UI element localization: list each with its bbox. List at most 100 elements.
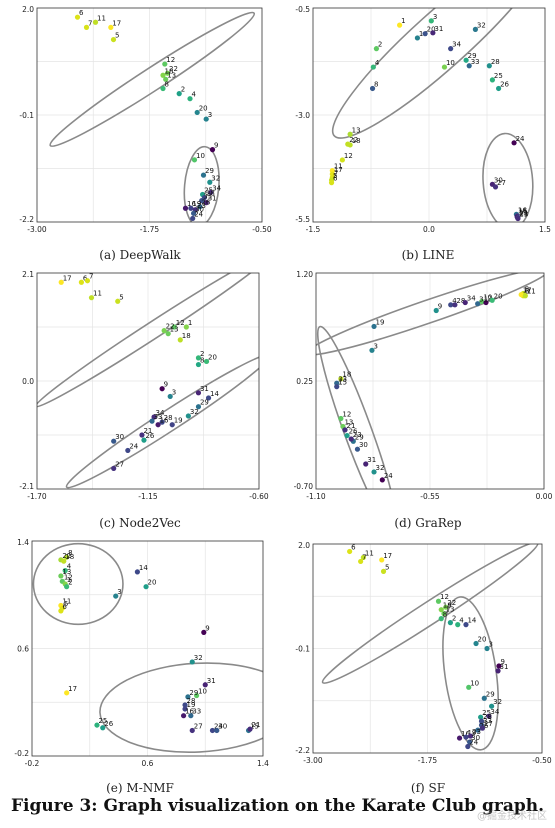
node-point-20	[194, 109, 200, 116]
node-point-29	[185, 694, 191, 700]
node-point-14	[463, 622, 469, 628]
node-point-31	[203, 200, 209, 206]
node-label-18: 18	[352, 137, 361, 145]
node-point-10	[479, 298, 485, 305]
x-tick-label: 0.00	[536, 492, 553, 501]
node-point-10	[466, 684, 472, 690]
y-tick-label: 2.0	[298, 541, 310, 550]
node-label-28: 28	[206, 190, 215, 198]
axes-frame	[312, 543, 543, 754]
node-point-24	[379, 477, 385, 483]
axes-frame	[315, 272, 545, 490]
subfigure-label: (e) M-NMF	[106, 781, 174, 795]
subfigure-label: (a) DeepWalk	[99, 248, 181, 262]
node-label-27: 27	[484, 720, 493, 728]
node-point-28	[182, 702, 188, 708]
node-point-9	[209, 147, 216, 153]
node-point-25	[478, 714, 484, 720]
node-point-2	[176, 91, 182, 97]
node-point-20	[203, 358, 210, 365]
node-label-11: 11	[527, 288, 536, 296]
node-label-2: 2	[200, 350, 204, 358]
node-point-11	[92, 19, 99, 25]
y-tick-label: -5.5	[295, 215, 310, 224]
node-label-24: 24	[516, 135, 525, 143]
node-point-6	[58, 608, 64, 614]
node-label-9: 9	[205, 624, 209, 632]
y-tick-label: -2.1	[19, 482, 34, 491]
node-point-31	[195, 390, 202, 396]
node-point-22	[443, 604, 449, 610]
cluster-ellipse	[32, 542, 124, 626]
node-label-12: 12	[440, 593, 449, 601]
node-label-34: 34	[212, 184, 221, 192]
cluster-ellipse	[482, 132, 534, 222]
node-label-7: 7	[88, 19, 92, 27]
node-point-26	[141, 437, 147, 443]
node-label-13: 13	[170, 326, 179, 334]
node-label-33: 33	[154, 413, 163, 421]
node-label-32: 32	[477, 21, 486, 29]
node-label-18: 18	[165, 67, 174, 75]
node-label-33: 33	[203, 193, 212, 201]
y-tick-label: -0.5	[295, 5, 310, 14]
node-label-31: 31	[207, 677, 216, 685]
axes-frame	[31, 540, 264, 757]
node-point-29	[463, 57, 469, 63]
node-label-18: 18	[443, 602, 452, 610]
node-label-19: 19	[174, 417, 183, 425]
subfigure-label: (c) Node2Vec	[99, 516, 181, 530]
node-point-34	[486, 713, 492, 719]
node-point-1	[183, 324, 189, 330]
node-label-7: 7	[362, 553, 366, 561]
node-label-17: 17	[334, 166, 343, 174]
node-label-12: 12	[344, 152, 353, 160]
node-label-25: 25	[98, 717, 107, 725]
node-label-21: 21	[252, 721, 261, 729]
node-label-14: 14	[210, 390, 219, 398]
node-point-3	[484, 645, 490, 652]
node-point-17	[108, 24, 114, 30]
node-point-18	[438, 607, 444, 613]
node-point-26	[100, 725, 106, 731]
node-point-10	[193, 692, 200, 699]
node-point-21	[342, 427, 348, 433]
node-point-8	[369, 85, 376, 92]
node-point-9	[496, 663, 502, 669]
node-label-9: 9	[500, 658, 504, 666]
node-label-29: 29	[468, 52, 477, 60]
node-point-18	[160, 72, 166, 78]
node-label-16: 16	[160, 417, 169, 425]
y-tick-label: -0.1	[295, 645, 310, 654]
node-point-33	[149, 418, 155, 424]
node-point-4	[370, 64, 376, 70]
node-point-24	[511, 140, 517, 146]
cluster-ellipse	[316, 273, 544, 356]
node-label-3: 3	[489, 641, 493, 649]
node-label-22: 22	[349, 136, 358, 144]
node-label-2: 2	[487, 295, 491, 303]
node-point-11	[360, 554, 366, 561]
node-point-29	[200, 172, 207, 178]
node-label-29: 29	[486, 690, 495, 698]
node-point-6	[74, 14, 81, 20]
node-label-24: 24	[194, 210, 203, 218]
node-label-18: 18	[342, 371, 351, 379]
node-point-29	[195, 404, 202, 410]
node-point-28	[452, 302, 458, 308]
x-tick-label: -1.70	[27, 492, 47, 501]
node-point-30	[354, 446, 361, 452]
y-tick-label: -0.2	[14, 749, 29, 758]
node-label-31: 31	[200, 385, 209, 393]
node-label-5: 5	[64, 600, 68, 608]
axes-frame	[36, 272, 260, 490]
node-point-27	[492, 184, 499, 190]
node-label-17: 17	[68, 685, 77, 693]
node-point-31	[202, 682, 208, 688]
node-label-30: 30	[494, 176, 503, 184]
node-label-12: 12	[342, 411, 351, 419]
node-point-28	[159, 419, 165, 425]
